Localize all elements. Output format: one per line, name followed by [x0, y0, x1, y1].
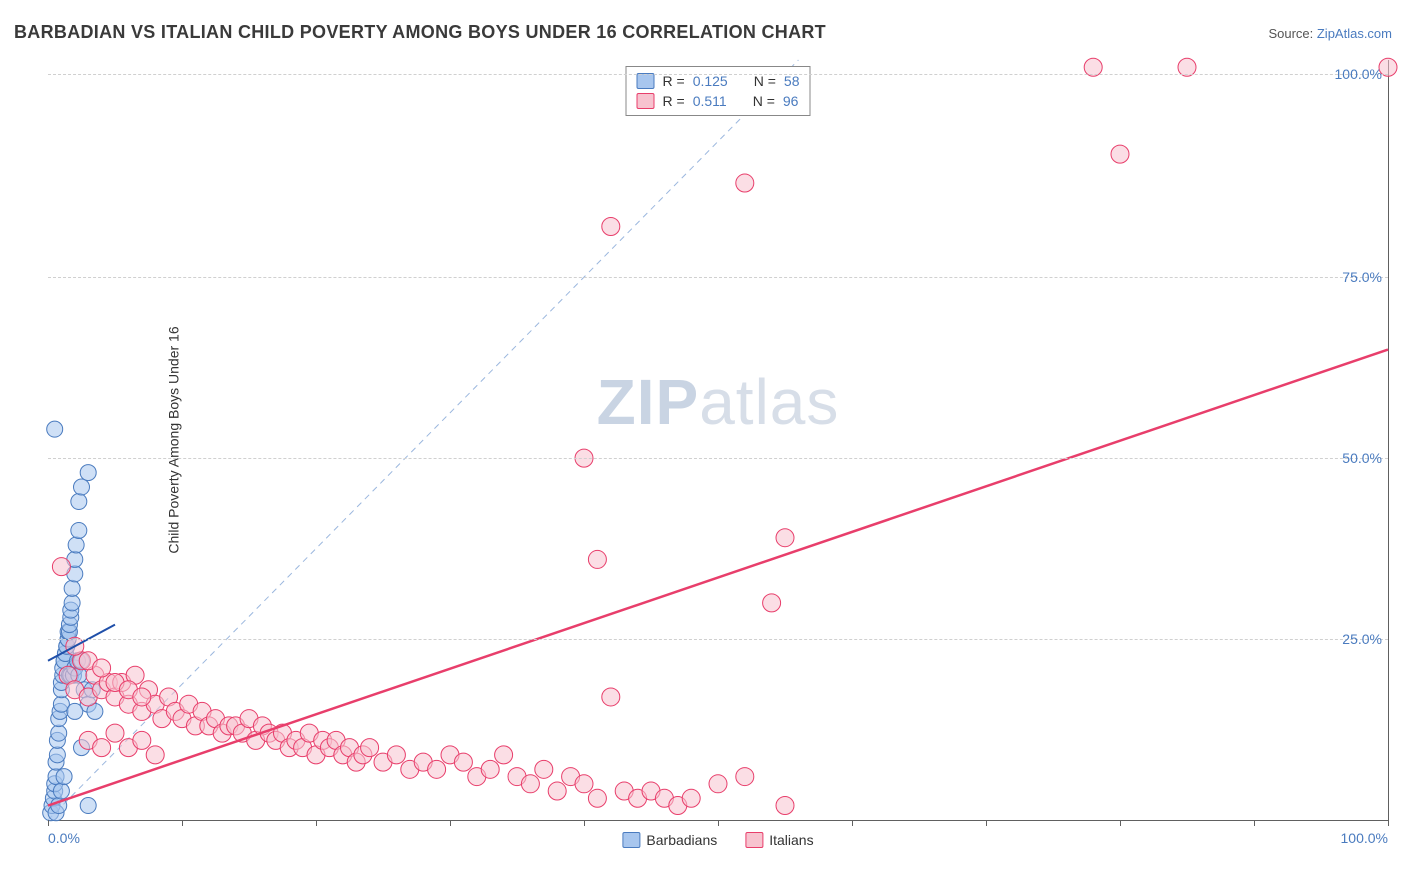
y-tick-label: 100.0%: [1335, 66, 1382, 82]
scatter-point: [682, 789, 700, 807]
gridline: [48, 639, 1388, 640]
scatter-point: [47, 421, 63, 437]
y-tick-label: 25.0%: [1342, 631, 1382, 647]
scatter-point: [106, 724, 124, 742]
scatter-point: [80, 465, 96, 481]
scatter-point: [535, 760, 553, 778]
chart-title: BARBADIAN VS ITALIAN CHILD POVERTY AMONG…: [14, 22, 826, 43]
legend-swatch: [622, 832, 640, 848]
scatter-point: [736, 174, 754, 192]
x-tick-mark: [1120, 820, 1121, 826]
x-tick-mark: [182, 820, 183, 826]
x-tick-mark: [450, 820, 451, 826]
scatter-point: [49, 747, 65, 763]
scatter-point: [776, 529, 794, 547]
scatter-point: [361, 739, 379, 757]
source-prefix: Source:: [1268, 26, 1316, 41]
scatter-point: [454, 753, 472, 771]
scatter-point: [1111, 145, 1129, 163]
x-tick-mark: [986, 820, 987, 826]
source-attribution: Source: ZipAtlas.com: [1268, 26, 1392, 41]
x-tick-mark: [1388, 820, 1389, 826]
scatter-point: [588, 550, 606, 568]
scatter-point: [51, 725, 67, 741]
source-link[interactable]: ZipAtlas.com: [1317, 26, 1392, 41]
scatter-point: [146, 746, 164, 764]
legend-swatch: [745, 832, 763, 848]
y-tick-label: 75.0%: [1342, 269, 1382, 285]
trend-line: [48, 350, 1388, 806]
scatter-point: [602, 217, 620, 235]
scatter-point: [64, 580, 80, 596]
x-tick-mark: [718, 820, 719, 826]
scatter-point: [67, 703, 83, 719]
scatter-point: [588, 789, 606, 807]
y-tick-label: 50.0%: [1342, 450, 1382, 466]
scatter-point: [763, 594, 781, 612]
r-value: 0.511: [693, 93, 727, 109]
scatter-point: [387, 746, 405, 764]
scatter-point: [64, 595, 80, 611]
scatter-point: [80, 798, 96, 814]
stats-row: R = 0.511 N = 96: [637, 91, 800, 111]
scatter-point: [52, 558, 70, 576]
gridline: [48, 458, 1388, 459]
legend-item: Barbadians: [622, 832, 717, 848]
scatter-point: [133, 688, 151, 706]
scatter-svg: [48, 60, 1388, 820]
scatter-point: [709, 775, 727, 793]
scatter-point: [776, 797, 794, 815]
x-tick-label: 0.0%: [48, 830, 80, 846]
x-tick-label: 100.0%: [1341, 830, 1388, 846]
stats-swatch: [637, 93, 655, 109]
scatter-point: [71, 494, 87, 510]
scatter-point: [71, 522, 87, 538]
legend-bottom: Barbadians Italians: [622, 832, 813, 848]
header: BARBADIAN VS ITALIAN CHILD POVERTY AMONG…: [14, 22, 1392, 43]
scatter-point: [481, 760, 499, 778]
x-tick-mark: [1254, 820, 1255, 826]
scatter-point: [68, 537, 84, 553]
legend-label: Barbadians: [646, 832, 717, 848]
legend-label: Italians: [769, 832, 813, 848]
gridline: [48, 277, 1388, 278]
x-tick-mark: [584, 820, 585, 826]
scatter-point: [133, 731, 151, 749]
plot-area: Child Poverty Among Boys Under 16 ZIPatl…: [48, 60, 1389, 821]
scatter-point: [575, 775, 593, 793]
x-tick-mark: [852, 820, 853, 826]
scatter-point: [548, 782, 566, 800]
legend-item: Italians: [745, 832, 813, 848]
scatter-point: [56, 769, 72, 785]
scatter-point: [93, 659, 111, 677]
r-label: R =: [663, 93, 685, 109]
scatter-point: [495, 746, 513, 764]
scatter-point: [53, 783, 69, 799]
x-tick-mark: [316, 820, 317, 826]
scatter-point: [93, 739, 111, 757]
scatter-point: [74, 479, 90, 495]
n-label: N =: [753, 93, 775, 109]
scatter-point: [602, 688, 620, 706]
x-tick-mark: [48, 820, 49, 826]
scatter-point: [736, 768, 754, 786]
scatter-point: [428, 760, 446, 778]
scatter-point: [521, 775, 539, 793]
gridline: [48, 74, 1388, 75]
n-value: 96: [783, 93, 799, 109]
